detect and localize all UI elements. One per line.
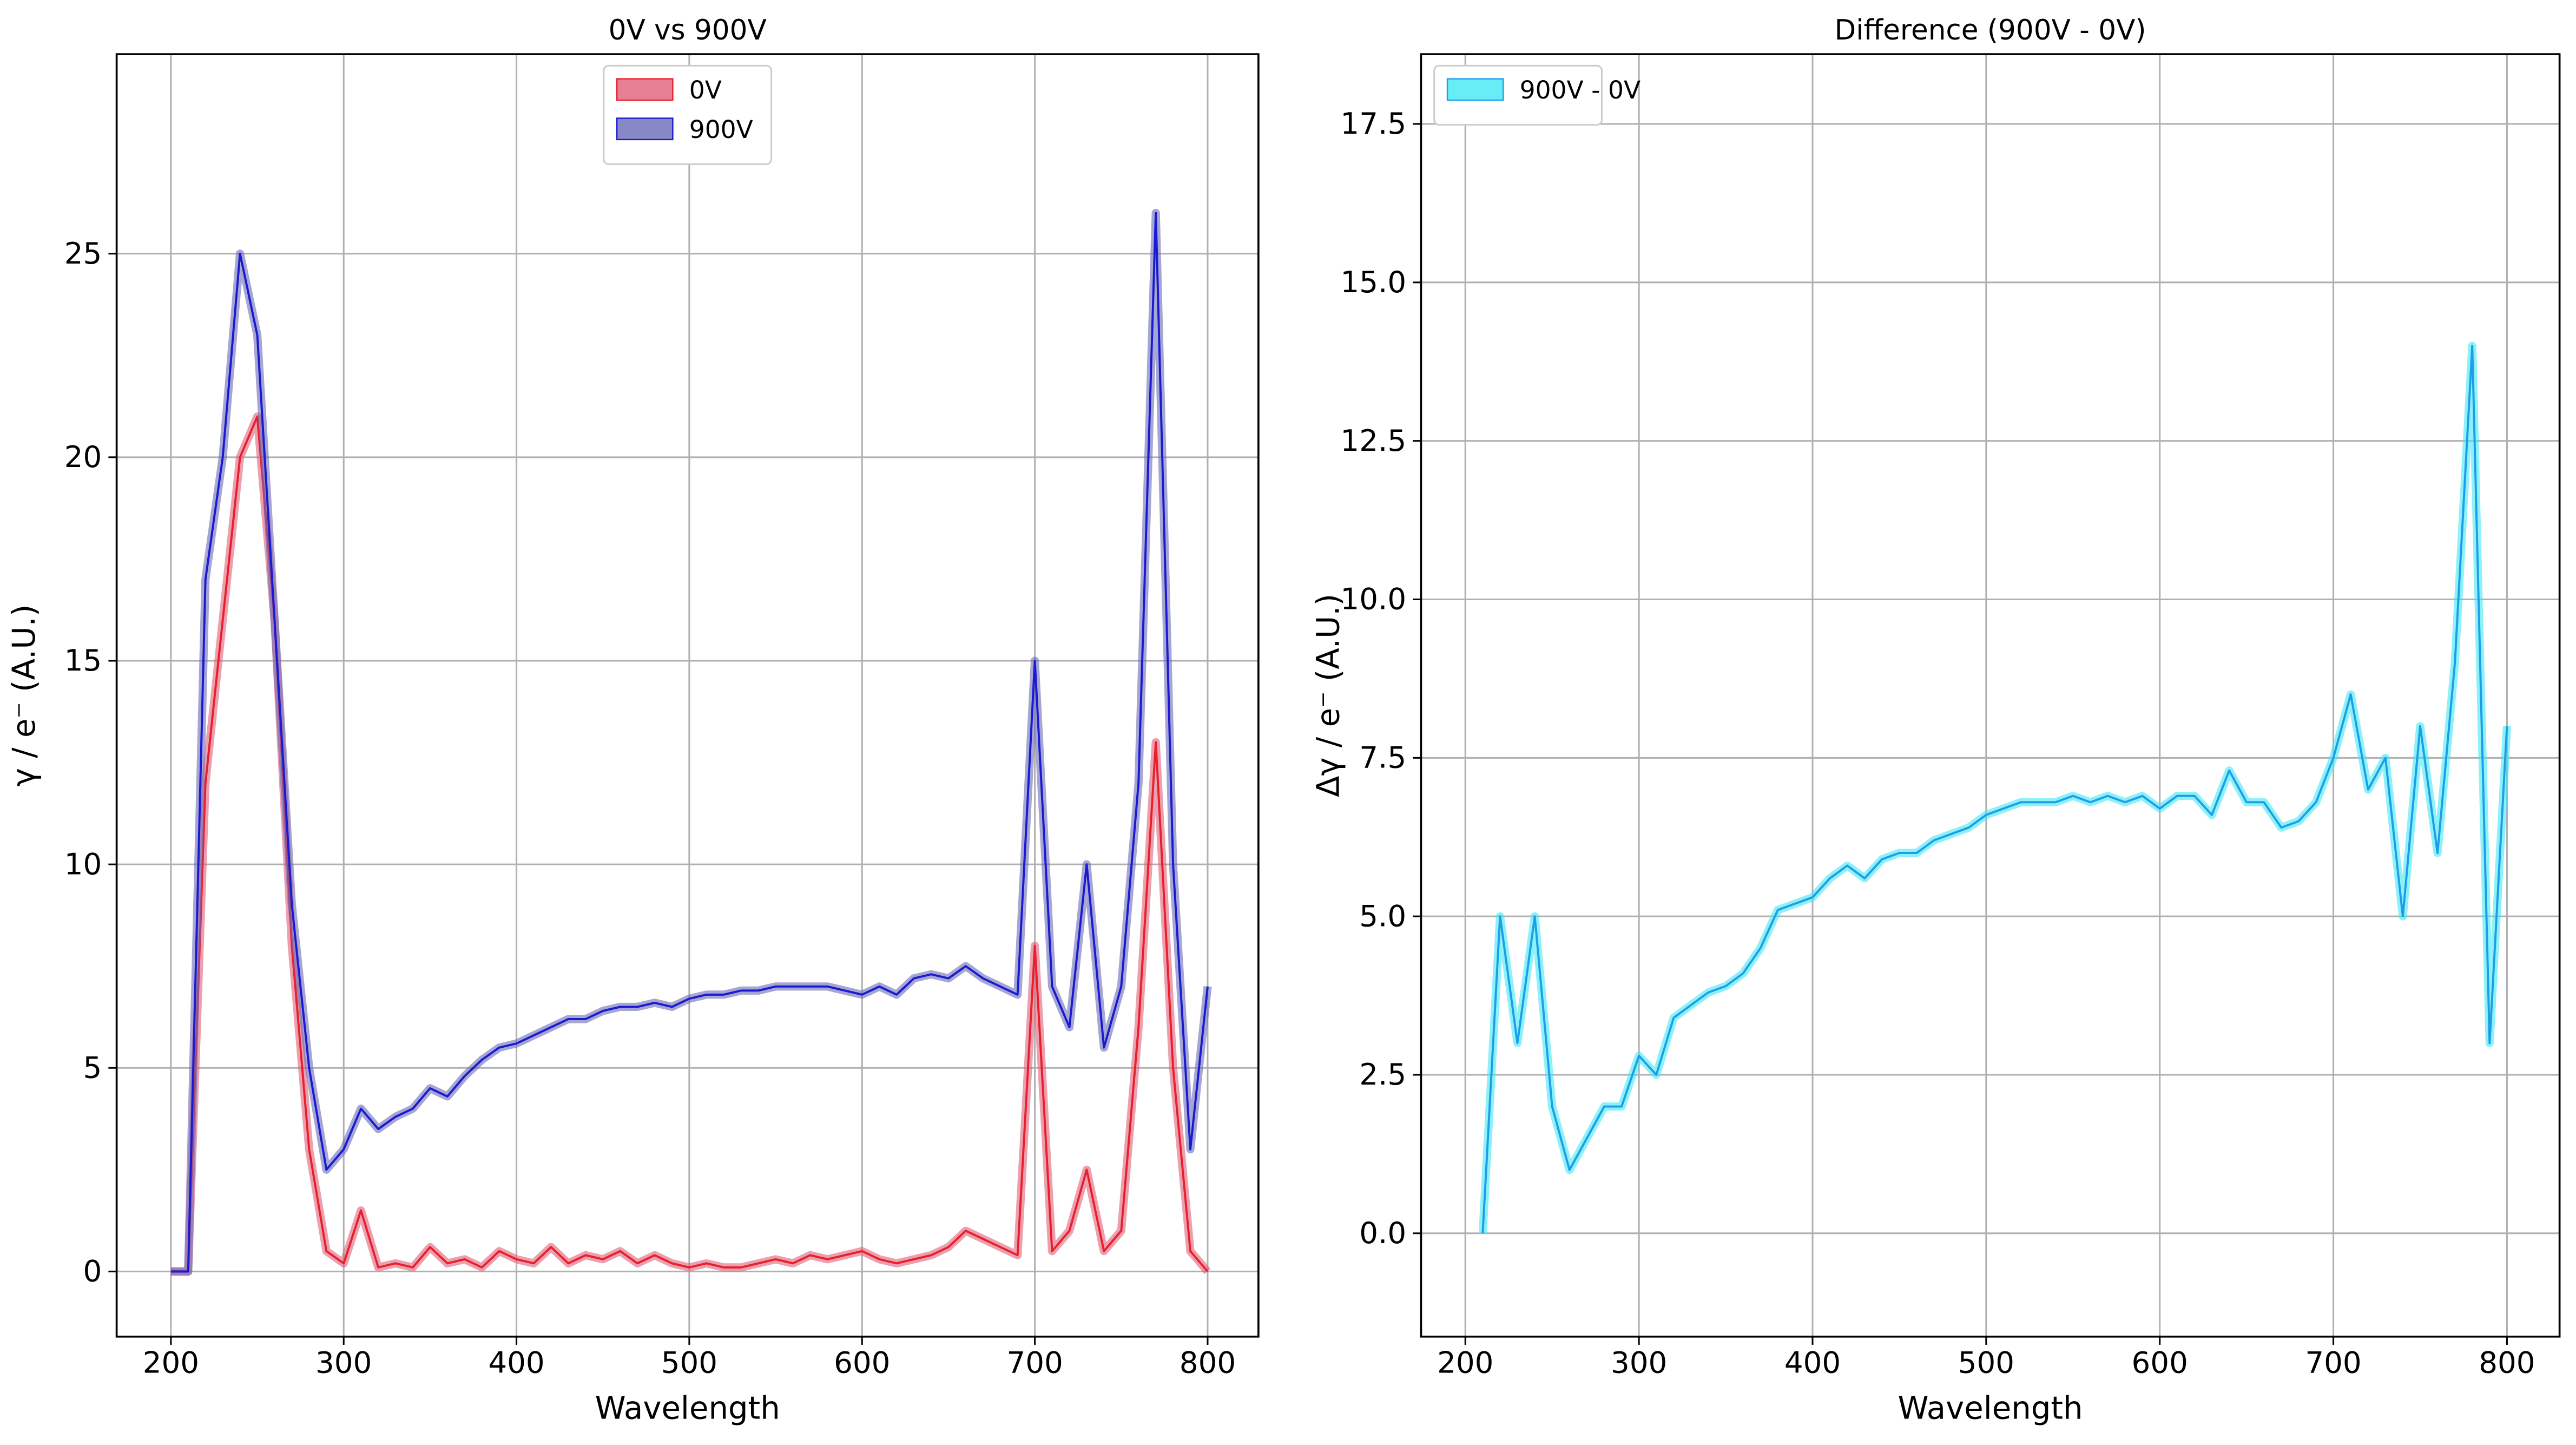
chart-title: Difference (900V - 0V) [1835, 14, 2146, 47]
legend-swatch [616, 78, 674, 101]
y-tick-label: 15 [64, 643, 102, 678]
x-axis-label: Wavelength [1898, 1389, 2083, 1426]
series-line [170, 415, 1209, 1273]
y-tick-label: 5 [83, 1050, 102, 1085]
y-tick-label: 10 [64, 846, 102, 881]
legend-swatch [1446, 78, 1504, 101]
y-tick-label: 5.0 [1359, 898, 1406, 933]
x-tick-label: 500 [661, 1345, 717, 1380]
y-tick-label: 12.5 [1340, 423, 1406, 458]
plot-frame [115, 53, 1260, 1338]
x-tick-label: 400 [1784, 1345, 1841, 1380]
x-tick-label: 200 [143, 1345, 199, 1380]
y-tick-label: 15.0 [1340, 265, 1406, 299]
x-axis-label: Wavelength [595, 1389, 780, 1426]
x-tick-label: 300 [1611, 1345, 1667, 1380]
x-tick-label: 700 [2305, 1345, 2361, 1380]
y-axis-label: γ / e⁻ (A.U.) [5, 605, 42, 787]
x-tick-label: 500 [1958, 1345, 2014, 1380]
series-line [1481, 344, 2508, 1233]
chart-title: 0V vs 900V [609, 14, 767, 47]
x-tick-label: 200 [1437, 1345, 1493, 1380]
y-axis-label: Δγ / e⁻ (A.U.) [1310, 594, 1347, 797]
y-tick-label: 7.5 [1359, 740, 1406, 775]
x-tick-label: 600 [834, 1345, 890, 1380]
y-tick-label: 2.5 [1359, 1057, 1406, 1092]
legend-label: 900V - 0V [1520, 76, 1641, 104]
y-tick-label: 20 [64, 439, 102, 474]
y-tick-label: 10.0 [1340, 582, 1406, 616]
x-tick-label: 800 [2479, 1345, 2535, 1380]
y-tick-label: 17.5 [1340, 106, 1406, 141]
y-tick-label: 25 [64, 236, 102, 271]
series-line [170, 212, 1209, 1273]
legend-label: 0V [689, 76, 722, 104]
x-tick-label: 800 [1180, 1345, 1236, 1380]
x-tick-label: 300 [315, 1345, 372, 1380]
x-tick-label: 600 [2132, 1345, 2188, 1380]
legend-swatch [616, 117, 674, 141]
legend-label: 900V [689, 115, 753, 144]
y-tick-label: 0 [83, 1254, 102, 1289]
x-tick-label: 700 [1006, 1345, 1063, 1380]
series-band [1478, 341, 2511, 1234]
plot-frame [1420, 53, 2561, 1338]
y-tick-label: 0.0 [1359, 1216, 1406, 1250]
x-tick-label: 400 [488, 1345, 544, 1380]
